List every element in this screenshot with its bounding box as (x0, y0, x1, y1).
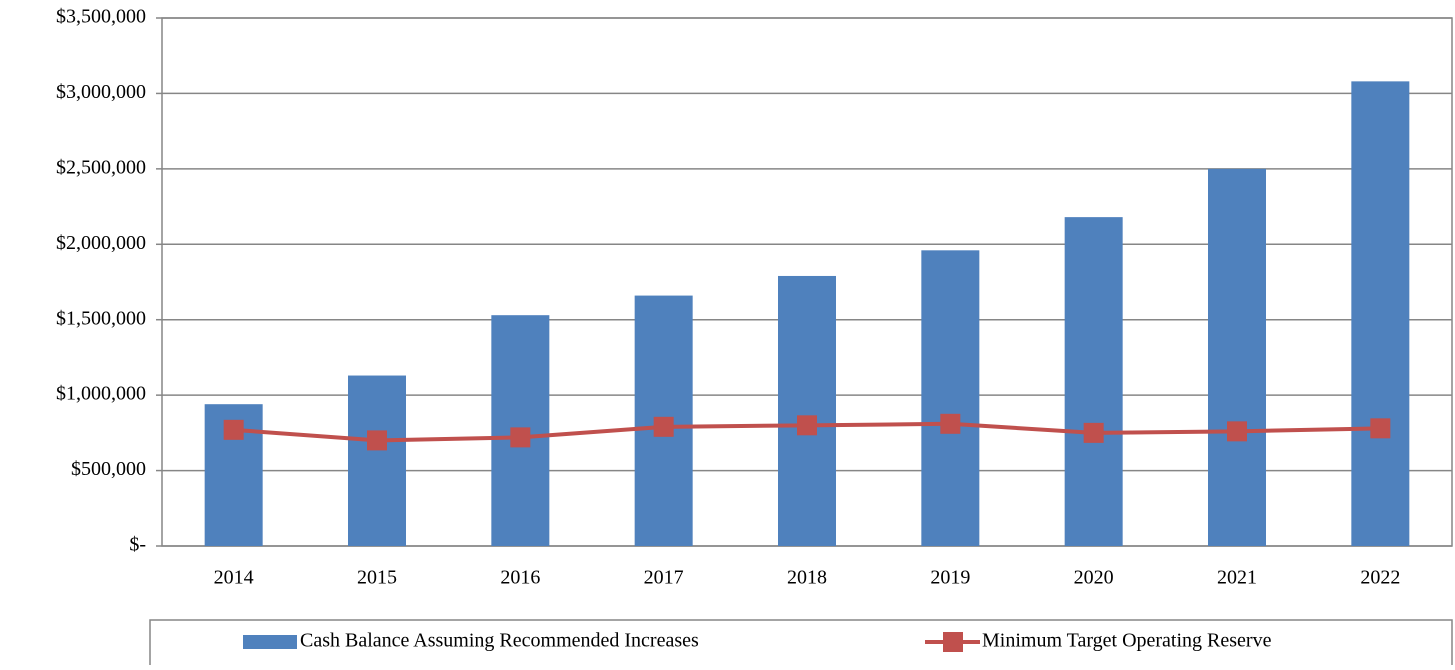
line-marker (510, 427, 531, 448)
y-tick-label: $1,000,000 (56, 383, 146, 405)
line-marker (367, 430, 387, 451)
y-tick-label: $- (129, 534, 146, 556)
bar (778, 275, 836, 546)
y-tick-label: $2,500,000 (56, 156, 146, 178)
x-tick-label: 2021 (1217, 567, 1257, 589)
line-marker (1083, 422, 1104, 443)
x-tick-label: 2017 (644, 567, 684, 589)
bar (921, 250, 980, 546)
x-tick-label: 2014 (214, 567, 254, 589)
x-tick-label: 2015 (357, 567, 397, 589)
legend-swatch (243, 635, 297, 649)
line-marker (223, 419, 244, 440)
x-tick-label: 2020 (1074, 567, 1114, 589)
legend-swatch-marker (943, 632, 963, 652)
line-marker (1227, 421, 1247, 442)
line-marker (653, 416, 674, 437)
bar (1064, 217, 1123, 547)
legend-label: Cash Balance Assuming Recommended Increa… (300, 630, 699, 652)
x-tick-label: 2016 (500, 567, 540, 589)
x-tick-label: 2018 (787, 567, 827, 589)
bar (348, 375, 406, 546)
line-marker (1370, 418, 1391, 439)
y-tick-label: $500,000 (71, 458, 146, 480)
y-tick-label: $3,000,000 (56, 81, 146, 103)
line-marker (797, 415, 817, 436)
x-tick-label: 2019 (930, 567, 970, 589)
x-tick-label: 2022 (1360, 567, 1400, 589)
y-tick-label: $1,500,000 (56, 307, 146, 329)
bar (1208, 168, 1266, 546)
line-marker (940, 413, 961, 434)
y-tick-label: $2,000,000 (56, 232, 146, 254)
legend-label: Minimum Target Operating Reserve (982, 630, 1272, 652)
legend-box (149, 619, 1453, 670)
y-tick-label: $3,500,000 (56, 6, 146, 28)
bar (1351, 81, 1410, 547)
